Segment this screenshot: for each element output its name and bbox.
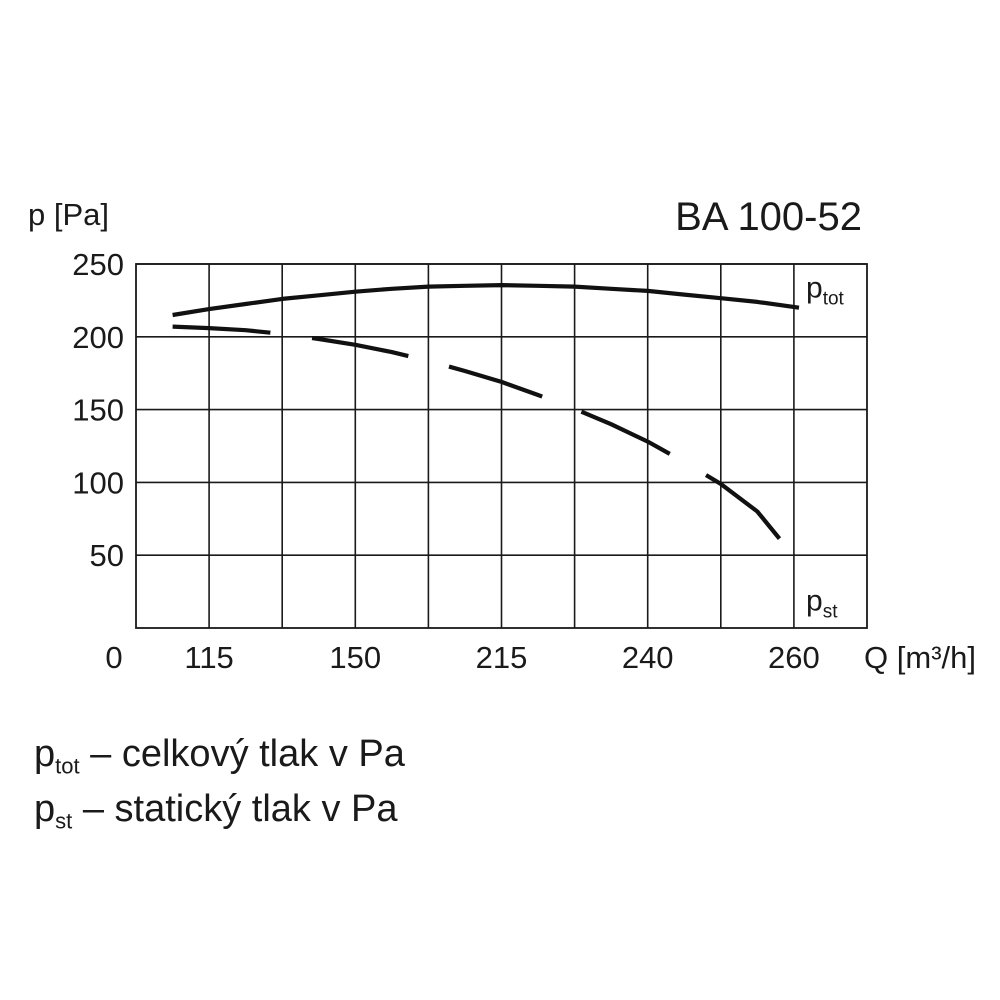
y-tick-label: 50 [90,538,124,573]
y-tick-label: 250 [72,247,124,282]
x-tick-label: 150 [329,640,381,675]
series-label-ptot: ptot [806,272,845,310]
series-label-sub: tot [823,289,845,310]
y-tick-label: 100 [72,465,124,500]
legend-description: – statický tlak v Pa [72,788,398,830]
chart-series [172,283,801,564]
legend-symbol: p [34,788,56,830]
series-line-pst [172,324,801,564]
y-axis-label: p [Pa] [28,197,109,232]
chart-grid [135,263,868,629]
x-tick-label: 215 [476,640,528,675]
plot-frame [135,263,868,629]
chart-labels: BA 100-52 p [Pa] Q [m³/h] 250 200 150 100 50… [28,195,976,675]
chart-title: BA 100-52 [675,195,862,239]
series-label-pst: pst [806,584,838,622]
series-line-ptot [172,283,800,318]
series-label-sub: st [823,601,839,622]
legend-item-total-pressure: ptot – celkový tlak v Pa [34,735,405,778]
legend-symbol: p [34,733,56,775]
legend-symbol-sub: st [55,808,73,834]
legend-item-static-pressure: pst – statický tlak v Pa [34,790,398,833]
y-tick-label: 150 [72,393,124,428]
x-tick-label: 0 [105,640,122,675]
x-axis-label: Q [m³/h] [864,640,976,675]
legend-symbol-sub: tot [55,753,80,779]
legend-description: – celkový tlak v Pa [79,733,405,775]
x-tick-label: 260 [768,640,820,675]
x-tick-label: 115 [184,640,233,675]
x-tick-label: 240 [622,640,674,675]
y-tick-label: 200 [72,320,124,355]
